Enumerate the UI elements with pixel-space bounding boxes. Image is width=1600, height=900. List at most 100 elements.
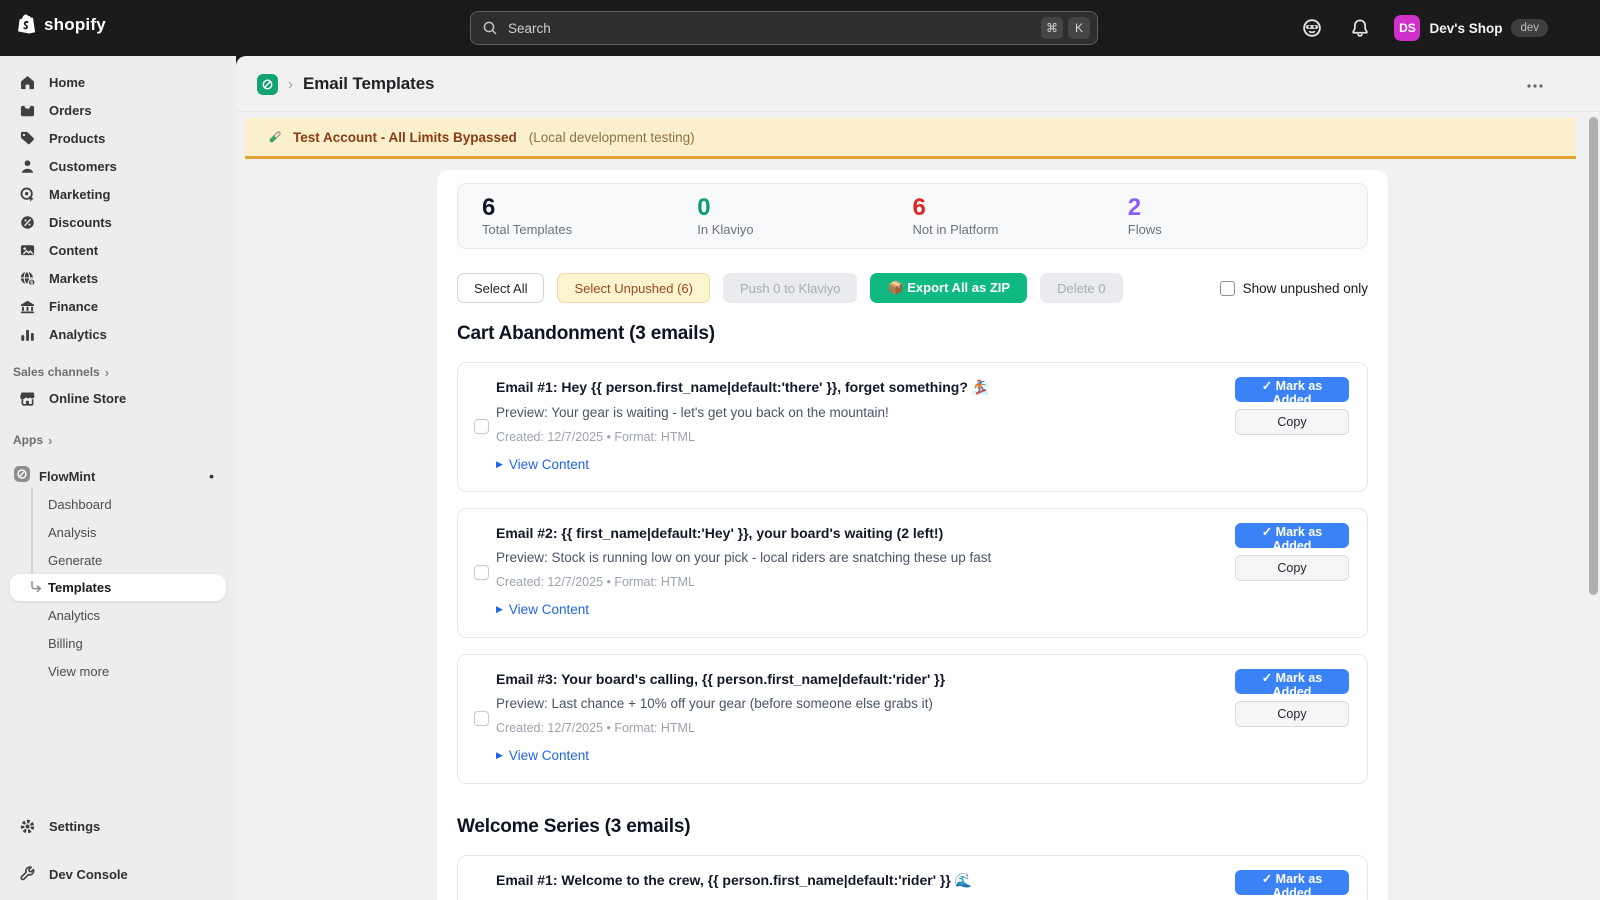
sidebar-item-discounts[interactable]: Discounts [0, 208, 236, 236]
app-panel: 6 Total Templates 0 In Klaviyo 6 Not in … [437, 170, 1388, 900]
select-all-button[interactable]: Select All [457, 273, 545, 303]
mark-as-added-button[interactable]: ✓ Mark as Added [1235, 523, 1349, 553]
discount-percent-icon [13, 214, 41, 231]
bar-chart-icon [13, 326, 41, 343]
breadcrumb: › Email Templates [257, 56, 435, 112]
email-title: Email #2: {{ first_name|default:'Hey' }}… [496, 525, 944, 541]
banner-subtitle: (Local development testing) [528, 129, 695, 145]
copy-button[interactable]: Copy [1235, 555, 1349, 581]
kbd-cmd: ⌘ [1041, 17, 1063, 39]
email-meta: Created: 12/7/2025 • Format: HTML [496, 575, 695, 589]
test-account-banner: Test Account - All Limits Bypassed (Loca… [245, 118, 1576, 159]
sidebar-item-dev-console[interactable]: Dev Console [0, 860, 236, 888]
email-preview: Preview: Your gear is waiting - let's ge… [496, 405, 889, 420]
copy-button[interactable]: Copy [1235, 701, 1349, 727]
section-title-welcome-series: Welcome Series (3 emails) [457, 816, 691, 837]
view-content-link[interactable]: ▶ View Content [496, 602, 589, 617]
select-unpushed-button[interactable]: Select Unpushed (6) [557, 273, 710, 303]
page-header: › Email Templates [236, 56, 1600, 112]
flowmint-app-icon [13, 465, 31, 488]
sidebar-item-settings[interactable]: Settings [0, 812, 236, 840]
sidebar-item-content[interactable]: Content [0, 236, 236, 264]
home-icon [13, 74, 41, 91]
globe-dollar-icon: $ [13, 270, 41, 287]
notifications-bell-icon[interactable] [1346, 14, 1374, 42]
shopify-bag-icon [18, 14, 36, 34]
sidebar-item-app-analytics[interactable]: Analytics [48, 607, 101, 623]
target-cursor-icon [13, 186, 41, 203]
person-icon [13, 158, 41, 175]
email-preview: Preview: Last chance + 10% off your gear… [496, 696, 933, 711]
orders-icon [13, 102, 41, 119]
email-preview: Preview: Stock is running low on your pi… [496, 550, 992, 565]
mark-as-added-button[interactable]: ✓ Mark as Added [1235, 669, 1349, 699]
vertical-scrollbar[interactable] [1588, 112, 1599, 900]
show-unpushed-toggle[interactable]: Show unpushed only [1219, 280, 1368, 296]
sidebar-item-generate[interactable]: Generate [48, 552, 103, 568]
app-status-dot: • [209, 468, 214, 484]
mark-as-added-button[interactable]: ✓ Mark as Added [1235, 870, 1349, 900]
mark-as-added-button[interactable]: ✓ Mark as Added [1235, 377, 1349, 407]
sidebar-item-billing[interactable]: Billing [48, 635, 83, 651]
chevron-right-icon: › [104, 364, 110, 380]
env-badge: dev [1511, 19, 1548, 37]
wrench-icon [13, 865, 41, 883]
avatar: DS [1394, 15, 1421, 41]
topbar: shopify ⌘ K [0, 0, 1600, 56]
sidebar-bottom: Settings Dev Console [0, 812, 236, 888]
kbd-k: K [1068, 17, 1090, 39]
delete-button[interactable]: Delete 0 [1040, 273, 1123, 303]
sidebar-item-view-more[interactable]: View more [48, 663, 110, 679]
stat-not-in-platform: 6 Not in Platform [912, 194, 999, 237]
sidebar-item-orders[interactable]: Orders [0, 96, 236, 124]
sidebar-item-products[interactable]: Products [0, 124, 236, 152]
apps-header[interactable]: Apps › [13, 432, 53, 448]
push-to-klaviyo-button[interactable]: Push 0 to Klaviyo [723, 273, 858, 303]
storefront-icon [13, 390, 41, 407]
email-checkbox[interactable] [474, 565, 489, 580]
sidebar-item-home[interactable]: Home [0, 68, 236, 96]
scrollbar-thumb[interactable] [1589, 117, 1598, 595]
section-title-cart-abandonment: Cart Abandonment (3 emails) [457, 323, 715, 344]
svg-text:$: $ [30, 280, 34, 286]
sales-channels-header[interactable]: Sales channels › [13, 364, 110, 380]
email-card-2: Email #2: {{ first_name|default:'Hey' }}… [457, 508, 1368, 638]
sidebar: Home Orders Products Customers Marketing [0, 56, 236, 900]
email-checkbox[interactable] [474, 711, 489, 726]
dev-mode-icon[interactable] [1298, 14, 1326, 42]
account-menu[interactable]: DS Dev's Shop dev [1394, 15, 1548, 41]
email-checkbox[interactable] [474, 419, 489, 434]
sidebar-item-dashboard[interactable]: Dashboard [48, 496, 112, 512]
toolbar: Select All Select Unpushed (6) Push 0 to… [457, 273, 1368, 303]
sidebar-item-templates-active[interactable]: Templates [10, 574, 226, 601]
shopify-logo[interactable]: shopify [18, 14, 106, 36]
flowmint-header-icon[interactable] [257, 73, 278, 95]
sidebar-item-finance[interactable]: Finance [0, 292, 236, 320]
view-content-link[interactable]: ▶ View Content [496, 748, 589, 763]
bank-icon [13, 298, 41, 315]
sidebar-item-online-store[interactable]: Online Store [0, 384, 236, 412]
sidebar-item-analytics[interactable]: Analytics [0, 320, 236, 348]
export-zip-button[interactable]: 📦 Export All as ZIP [870, 273, 1028, 303]
sidebar-item-analysis[interactable]: Analysis [48, 524, 97, 540]
stat-flows: 2 Flows [1127, 194, 1162, 237]
view-content-link[interactable]: ▶ View Content [496, 457, 589, 472]
sidebar-item-marketing[interactable]: Marketing [0, 180, 236, 208]
flowmint-submenu: Dashboard Analysis Generate Templates An… [0, 488, 236, 685]
stats-card: 6 Total Templates 0 In Klaviyo 6 Not in … [457, 183, 1368, 249]
overflow-menu-icon[interactable] [1526, 76, 1544, 94]
email-meta: Created: 12/7/2025 • Format: HTML [496, 430, 695, 444]
sidebar-item-markets[interactable]: $ Markets [0, 264, 236, 292]
global-search[interactable]: ⌘ K [470, 11, 1098, 45]
show-unpushed-checkbox[interactable] [1219, 280, 1235, 296]
sidebar-item-customers[interactable]: Customers [0, 152, 236, 180]
copy-button[interactable]: Copy [1235, 409, 1349, 435]
stat-in-klaviyo: 0 In Klaviyo [697, 194, 754, 237]
sidebar-app-flowmint[interactable]: FlowMint • [0, 462, 236, 490]
chevron-right-icon: › [288, 75, 293, 93]
page-title: Email Templates [303, 74, 435, 93]
topbar-right: DS Dev's Shop dev [1298, 0, 1548, 56]
email-card-1: Email #1: Hey {{ person.first_name|defau… [457, 362, 1368, 492]
search-input[interactable] [506, 19, 1036, 37]
